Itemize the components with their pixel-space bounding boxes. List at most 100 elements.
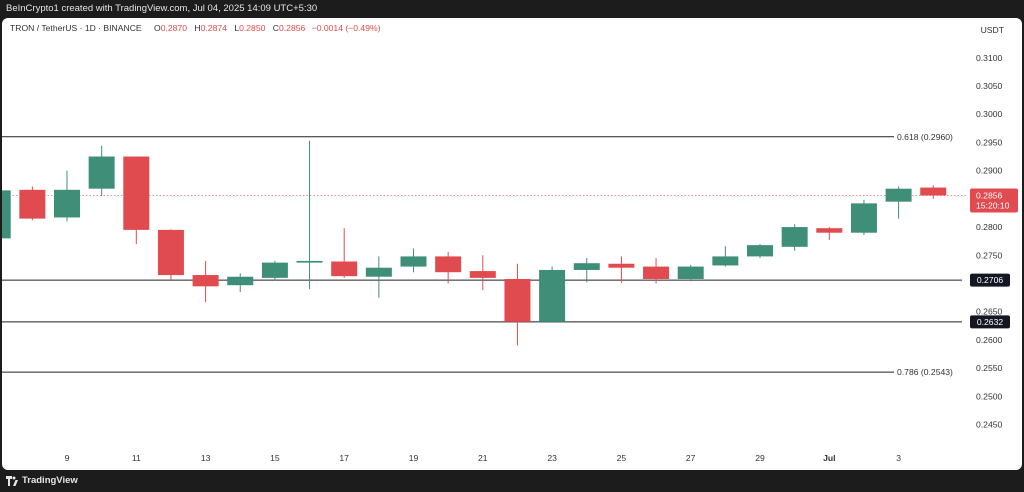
candlestick-chart[interactable]: 0.618 (0.2960) 0.2706 0.2632 0.786 (0.2543)… [2, 18, 1022, 470]
candle [192, 260, 219, 303]
candle [2, 190, 11, 239]
x-tick-label: 11 [132, 453, 141, 463]
candle-body [677, 266, 704, 279]
x-tick-label: 13 [201, 453, 211, 463]
candle [435, 251, 462, 284]
x-tick-label: 17 [339, 453, 349, 463]
candle-body [469, 271, 496, 278]
y-tick-label: 0.2950 [976, 137, 1003, 147]
candle [712, 246, 739, 267]
candle [643, 258, 670, 284]
tradingview-logo-icon [6, 476, 18, 486]
y-tick-label: 0.2800 [976, 222, 1003, 232]
candle-body [123, 156, 150, 230]
candle [296, 140, 323, 290]
open-label: O [154, 23, 161, 33]
candle [816, 227, 843, 241]
support-price-tag [970, 273, 1010, 287]
high-label: H [194, 23, 201, 33]
support-price-label: 0.2632 [977, 317, 1004, 327]
candle [88, 145, 115, 197]
current-price-label: 0.2856 [976, 190, 1003, 200]
y-tick-label: 0.2550 [976, 363, 1003, 373]
currency-label[interactable]: USDT [980, 25, 1004, 35]
candle [157, 229, 184, 281]
candle-body [2, 190, 11, 239]
candle-body [539, 269, 566, 322]
x-tick-label: 3 [896, 453, 901, 463]
candle-body [331, 261, 358, 277]
candle-body [850, 203, 877, 233]
low-label: L [234, 23, 240, 33]
x-tick-label: 23 [547, 453, 557, 463]
candle [573, 258, 600, 283]
candle [331, 228, 358, 278]
candle-body [885, 188, 912, 202]
candle-body [747, 245, 773, 257]
candle-body [365, 267, 392, 277]
y-tick-label: 0.3050 [976, 81, 1003, 91]
candle-body [573, 263, 600, 270]
candle-body [435, 256, 462, 273]
candle-body [400, 256, 427, 267]
support-price-label: 0.2706 [977, 275, 1004, 285]
candle-body [227, 276, 254, 286]
candle-body [504, 278, 531, 322]
candle-body [920, 187, 947, 196]
fib-label-bg [894, 366, 966, 379]
fib-level-label: 0.618 (0.2960) [897, 132, 953, 142]
candle [504, 263, 531, 346]
chart-panel[interactable]: 0.618 (0.2960) 0.2706 0.2632 0.786 (0.2543)… [2, 18, 1022, 470]
chart-credit: BeInCrypto1 created with TradingView.com… [0, 0, 1024, 18]
footer-bar: TradingView [0, 470, 1024, 492]
countdown-label: 15:20:10 [976, 200, 1010, 210]
candle [608, 256, 635, 283]
candle-body [54, 189, 80, 218]
change-value: −0.0014 (−0.49%) [311, 23, 381, 33]
candle [19, 186, 46, 221]
candle [365, 256, 392, 298]
y-tick-label: 0.2500 [976, 391, 1003, 401]
symbol-name[interactable]: TRON / TetherUS · 1D · BINANCE [10, 23, 142, 33]
x-tick-label: 27 [686, 453, 696, 463]
high-value: 0.2874 [200, 23, 227, 33]
low-value: 0.2850 [239, 23, 266, 33]
y-tick-label: 0.2650 [976, 307, 1003, 317]
candle-body [608, 263, 635, 268]
y-tick-label: 0.3100 [976, 53, 1003, 63]
support-price-tag [970, 315, 1010, 329]
candle-body [261, 262, 288, 278]
fib-label-bg [894, 130, 966, 143]
y-tick-label: 0.2900 [976, 166, 1003, 176]
close-value: 0.2856 [279, 23, 306, 33]
y-tick-label: 0.2450 [976, 420, 1003, 430]
candle [539, 266, 566, 322]
x-tick-label: 29 [755, 453, 765, 463]
candle-body [643, 266, 670, 279]
candle-body [88, 156, 115, 189]
fib-level-label: 0.786 (0.2543) [897, 367, 953, 377]
candle [885, 186, 912, 219]
candle [747, 244, 773, 259]
y-tick-label: 0.3000 [976, 109, 1003, 119]
y-tick-label: 0.2750 [976, 250, 1003, 260]
candle [781, 224, 808, 251]
x-tick-label: 15 [270, 453, 280, 463]
candle-body [816, 228, 843, 233]
close-label: C [272, 23, 279, 33]
candle [54, 170, 80, 222]
candle-body [781, 227, 808, 247]
x-tick-label: 25 [617, 453, 627, 463]
y-tick-label: 0.2600 [976, 335, 1003, 345]
candle-body [157, 229, 184, 276]
candle [469, 255, 496, 291]
symbol-legend: TRON / TetherUS · 1D · BINANCE O0.2870 H… [10, 23, 381, 33]
candle [400, 248, 427, 273]
x-tick-label: 9 [65, 453, 70, 463]
x-tick-label: 19 [409, 453, 419, 463]
candle [677, 264, 704, 282]
candle [850, 199, 877, 235]
candle [261, 260, 288, 281]
x-tick-label: Jul [823, 453, 835, 463]
x-tick-label: 21 [478, 453, 488, 463]
